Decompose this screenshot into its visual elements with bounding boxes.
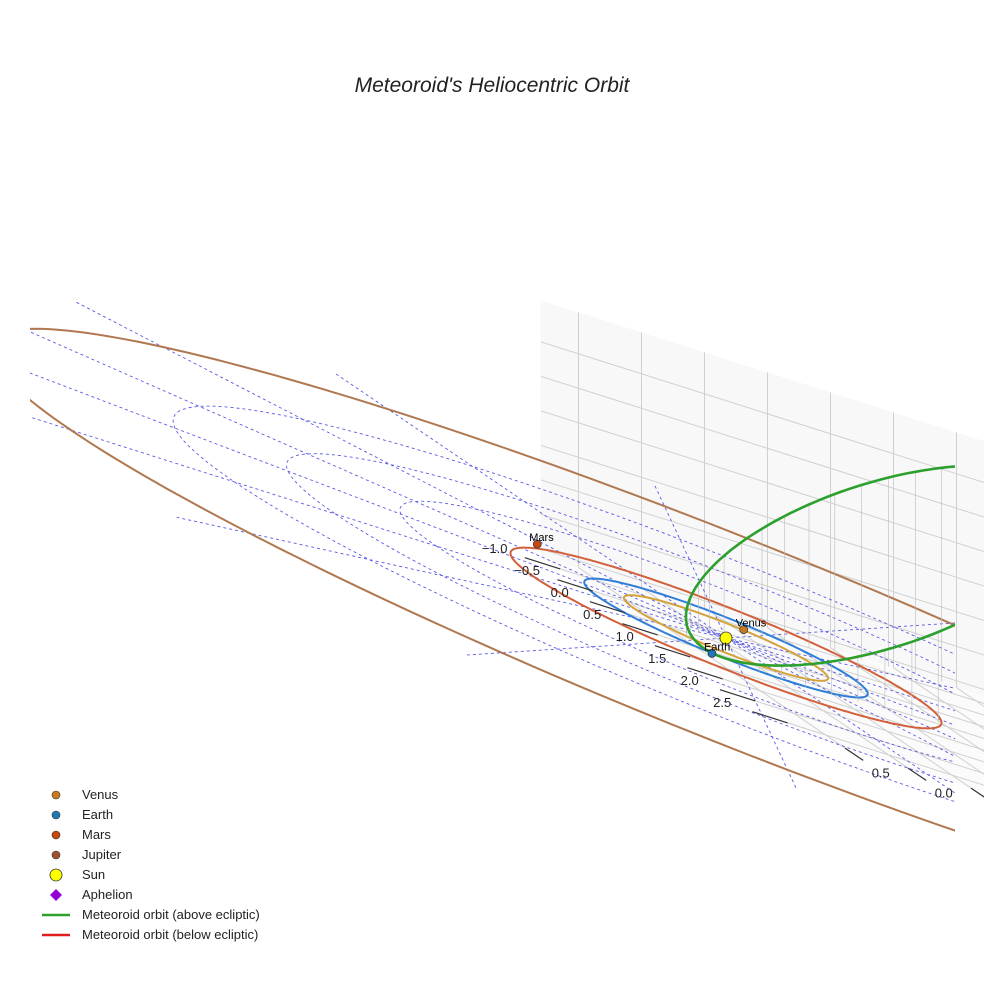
- legend-marker: [51, 790, 61, 800]
- grid-line-y: [592, 590, 984, 716]
- grid-line-z: [540, 548, 984, 691]
- y-tick-mark: [589, 601, 626, 614]
- y-tick-mark: [719, 689, 756, 702]
- y-tick-mark: [622, 623, 658, 636]
- grid-line-z: [540, 444, 984, 587]
- legend-marker: [51, 850, 61, 860]
- venus-label: Venus: [736, 618, 767, 630]
- y-tick-mark: [524, 557, 561, 570]
- legend-marker: [50, 889, 62, 901]
- legend-marker: [51, 810, 61, 820]
- mars-label: Mars: [529, 532, 554, 544]
- grid-line-z: [540, 513, 984, 656]
- grid-line-z: [540, 375, 984, 518]
- sun-marker: [719, 631, 733, 645]
- reference-radial-line: [654, 485, 798, 791]
- legend-label: Venus: [82, 787, 119, 802]
- earth-marker: [707, 649, 717, 658]
- y-tick-label: 2.0: [681, 673, 699, 688]
- x-tick-mark: [970, 787, 984, 798]
- reference-radial-line: [30, 331, 955, 740]
- grid-line-y: [657, 634, 984, 740]
- y-tick-label: 2.5: [713, 695, 731, 710]
- reference-circle: [172, 405, 955, 803]
- y-tick-label: 1.5: [648, 651, 666, 666]
- y-tick-label: 0.5: [583, 607, 601, 622]
- axis-ticks: −3.0−2.5−2.0−1.5−1.0−0.50.00.5−1.0−0.50.…: [482, 541, 984, 800]
- reference-radial-line: [176, 516, 955, 689]
- grid-line-x: [767, 372, 984, 775]
- legend-label: Aphelion: [82, 887, 133, 902]
- grid-line-x: [830, 392, 984, 753]
- reference-circle: [399, 500, 955, 763]
- y-tick-mark: [557, 579, 593, 592]
- orbit-venus: [622, 594, 830, 682]
- legend-marker: [49, 868, 63, 882]
- legend-label: Meteoroid orbit (above ecliptic): [82, 907, 260, 922]
- x-tick-mark: [907, 767, 927, 781]
- y-tick-label: −1.0: [482, 541, 508, 556]
- orbit-jupiter: [30, 327, 955, 832]
- meteoroid-orbit-above: [684, 465, 955, 667]
- y-tick-mark: [654, 645, 691, 658]
- grid-line-y: [755, 700, 984, 775]
- grid-line-y: [690, 656, 984, 751]
- meteoroid-orbit: [684, 465, 955, 667]
- y-tick-label: 1.0: [616, 629, 634, 644]
- legend-label: Earth: [82, 807, 113, 822]
- legend-label: Mars: [82, 827, 111, 842]
- back-pane-xz: [540, 300, 984, 697]
- axis-panes: [540, 300, 984, 793]
- x-tick-label: 0.0: [935, 785, 953, 800]
- grid-line-x: [956, 432, 984, 707]
- grid-line-z: [540, 341, 984, 484]
- axis-grid: [540, 312, 984, 789]
- grid-line-z: [540, 410, 984, 553]
- x-tick-mark: [844, 747, 864, 761]
- grid-line-y: [560, 568, 984, 704]
- grid-line-z: [540, 479, 984, 622]
- legend-label: Sun: [82, 867, 105, 882]
- y-tick-label: 0.0: [551, 585, 569, 600]
- legend: Venus Earth Mars Jupiter Sun Aphelion Meteoroi…: [42, 787, 260, 942]
- y-tick-mark: [752, 711, 788, 724]
- grid-line-y: [787, 722, 984, 786]
- earth-label: Earth: [704, 641, 730, 653]
- floor-pane: [540, 555, 984, 793]
- legend-label: Jupiter: [82, 847, 122, 862]
- x-tick-label: 0.5: [872, 765, 890, 780]
- mars-marker: [532, 539, 542, 549]
- markers: Venus Earth Mars: [529, 532, 767, 658]
- y-tick-label: −0.5: [514, 563, 540, 578]
- grid-line-y: [722, 678, 984, 763]
- legend-marker: [51, 830, 61, 840]
- reference-circle: [286, 453, 955, 784]
- y-tick-mark: [687, 667, 723, 680]
- orbit-mars: [509, 546, 943, 730]
- grid-line-x: [893, 412, 984, 730]
- chart-title: Meteoroid's Heliocentric Orbit: [354, 74, 630, 97]
- venus-marker: [739, 625, 749, 634]
- grid-line-x: [578, 312, 846, 749]
- grid-line-x: [704, 352, 972, 789]
- legend-label: Meteoroid orbit (below ecliptic): [82, 927, 258, 942]
